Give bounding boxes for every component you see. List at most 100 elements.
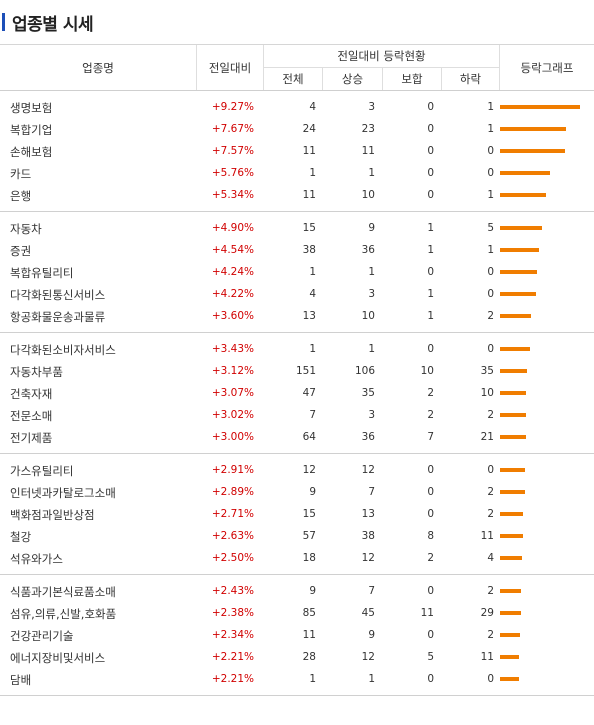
industry-name-link[interactable]: 전기제품 [10, 431, 53, 445]
table-row: 복합기업 +7.67% 24 23 0 1 [0, 119, 594, 141]
industry-name-link[interactable]: 백화점과일반상점 [10, 508, 95, 522]
industry-name-link[interactable]: 다각화된소비자서비스 [10, 343, 116, 357]
row-group: 식품과기본식료품소매 +2.43% 9 7 0 2 섬유,의류,신발,호화품 +2.38% 85… [0, 575, 594, 696]
table-row: 다각화된통신서비스 +4.22% 4 3 1 0 [0, 284, 594, 306]
change-rate: +2.89% [211, 486, 254, 498]
table-row: 건축자재 +3.07% 47 35 2 10 [0, 383, 594, 405]
count-flat: 0 [427, 189, 434, 201]
count-up: 36 [361, 431, 375, 443]
count-total: 47 [302, 387, 316, 399]
count-flat: 8 [427, 530, 434, 542]
count-down: 0 [487, 288, 494, 300]
count-flat: 0 [427, 508, 434, 520]
count-flat: 0 [427, 343, 434, 355]
count-total: 4 [309, 288, 316, 300]
rate-bar [500, 633, 520, 637]
header-down: 하락 [459, 72, 482, 86]
industry-name-link[interactable]: 은행 [10, 189, 32, 203]
change-rate: +3.12% [211, 365, 254, 377]
industry-name-link[interactable]: 담배 [10, 673, 32, 687]
change-rate: +2.21% [211, 651, 254, 663]
industry-name-link[interactable]: 자동차 [10, 222, 42, 236]
industry-name-link[interactable]: 식품과기본식료품소매 [10, 585, 116, 599]
change-rate: +2.71% [211, 508, 254, 520]
industry-name-link[interactable]: 석유와가스 [10, 552, 63, 566]
row-group: 생명보험 +9.27% 4 3 0 1 복합기업 +7.67% 24 23 0 1 손해보험 +7.57%… [0, 91, 594, 212]
rate-bar [500, 391, 526, 395]
change-rate: +2.63% [211, 530, 254, 542]
count-up: 12 [361, 651, 375, 663]
rate-bar [500, 611, 521, 615]
count-total: 1 [309, 266, 316, 278]
rate-bar [500, 556, 522, 560]
change-rate: +4.24% [211, 266, 254, 278]
industry-name-link[interactable]: 증권 [10, 244, 32, 258]
count-flat: 0 [427, 101, 434, 113]
count-flat: 0 [427, 585, 434, 597]
change-rate: +4.90% [211, 222, 254, 234]
industry-name-link[interactable]: 섬유,의류,신발,호화품 [10, 607, 117, 621]
table-row: 가스유틸리티 +2.91% 12 12 0 0 [0, 460, 594, 482]
count-total: 12 [302, 464, 316, 476]
change-rate: +7.57% [211, 145, 254, 157]
count-total: 9 [309, 486, 316, 498]
change-rate: +9.27% [211, 101, 254, 113]
count-total: 11 [302, 145, 316, 157]
industry-name-link[interactable]: 건강관리기술 [10, 629, 74, 643]
rate-bar [500, 534, 523, 538]
count-flat: 1 [427, 288, 434, 300]
table-row: 자동차부품 +3.12% 151 106 10 35 [0, 361, 594, 383]
industry-name-link[interactable]: 복합유틸리티 [10, 266, 74, 280]
count-flat: 0 [427, 123, 434, 135]
count-total: 64 [302, 431, 316, 443]
count-flat: 0 [427, 266, 434, 278]
industry-name-link[interactable]: 자동차부품 [10, 365, 63, 379]
count-down: 1 [487, 123, 494, 135]
rate-bar [500, 314, 531, 318]
industry-name-link[interactable]: 카드 [10, 167, 32, 181]
table-row: 다각화된소비자서비스 +3.43% 1 1 0 0 [0, 339, 594, 361]
rate-bar [500, 655, 519, 659]
count-total: 15 [302, 508, 316, 520]
page-title: 업종별 시세 [12, 15, 94, 35]
rate-bar [500, 468, 525, 472]
industry-name-link[interactable]: 다각화된통신서비스 [10, 288, 106, 302]
count-total: 18 [302, 552, 316, 564]
rate-bar [500, 435, 526, 439]
industry-name-link[interactable]: 건축자재 [10, 387, 53, 401]
rate-bar [500, 193, 546, 197]
industry-name-link[interactable]: 복합기업 [10, 123, 53, 137]
count-flat: 0 [427, 145, 434, 157]
count-up: 13 [361, 508, 375, 520]
industry-name-link[interactable]: 생명보험 [10, 101, 53, 115]
count-flat: 1 [427, 222, 434, 234]
count-total: 1 [309, 343, 316, 355]
industry-name-link[interactable]: 손해보험 [10, 145, 53, 159]
industry-name-link[interactable]: 항공화물운송과물류 [10, 310, 106, 324]
industry-name-link[interactable]: 철강 [10, 530, 32, 544]
table-row: 생명보험 +9.27% 4 3 0 1 [0, 97, 594, 119]
industry-name-link[interactable]: 가스유틸리티 [10, 464, 74, 478]
table-row: 전기제품 +3.00% 64 36 7 21 [0, 427, 594, 449]
count-up: 9 [368, 222, 375, 234]
count-down: 11 [480, 530, 494, 542]
header-group-title: 전일대비 등락현황 [337, 49, 426, 63]
count-total: 11 [302, 189, 316, 201]
change-rate: +5.76% [211, 167, 254, 179]
count-up: 11 [361, 145, 375, 157]
count-flat: 7 [427, 431, 434, 443]
count-flat: 0 [427, 464, 434, 476]
industry-name-link[interactable]: 인터넷과카탈로그소매 [10, 486, 116, 500]
industry-name-link[interactable]: 전문소매 [10, 409, 53, 423]
rate-bar [500, 105, 580, 109]
count-total: 1 [309, 167, 316, 179]
rate-bar [500, 149, 565, 153]
table-row: 백화점과일반상점 +2.71% 15 13 0 2 [0, 504, 594, 526]
rate-bar [500, 413, 526, 417]
industry-name-link[interactable]: 에너지장비및서비스 [10, 651, 106, 665]
count-down: 10 [480, 387, 494, 399]
count-flat: 1 [427, 310, 434, 322]
count-total: 24 [302, 123, 316, 135]
rate-bar [500, 248, 539, 252]
count-flat: 11 [420, 607, 434, 619]
